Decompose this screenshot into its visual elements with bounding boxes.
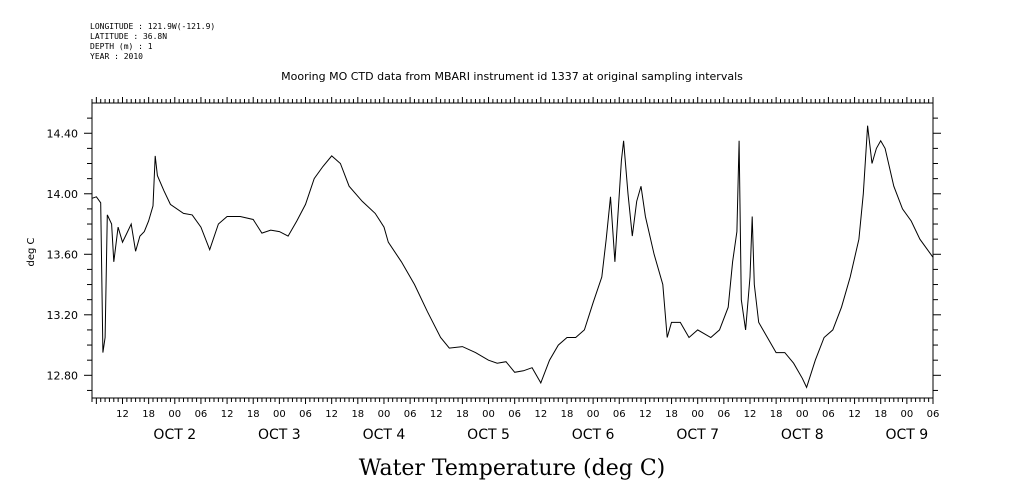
x-hour-label: 12: [325, 409, 338, 420]
x-hour-label: 06: [195, 409, 208, 420]
x-hour-label: 18: [247, 409, 260, 420]
x-date-label: OCT 2: [153, 427, 196, 443]
x-axis-label: Water Temperature (deg C): [359, 456, 666, 481]
x-hour-label: 18: [874, 409, 887, 420]
x-hour-label: 00: [900, 409, 913, 420]
chart-title: Mooring MO CTD data from MBARI instrumen…: [281, 70, 743, 83]
x-hour-label: 12: [430, 409, 443, 420]
x-hour-label: 12: [639, 409, 652, 420]
x-hour-label: 12: [848, 409, 861, 420]
x-hour-label: 18: [770, 409, 783, 420]
y-axis-tick-labels: 14.40 14.00 13.60 13.20 12.80: [47, 117, 941, 391]
x-date-label: OCT 6: [572, 427, 615, 443]
x-hour-label: 00: [796, 409, 809, 420]
x-date-label: OCT 8: [781, 427, 824, 443]
x-axis-date-labels: OCT 2 OCT 3 OCT 4 OCT 5 OCT 6 OCT 7 OCT 8 OCT 9: [153, 427, 928, 443]
y-tick-label: 14.00: [47, 188, 79, 201]
axis-ticks: [91, 97, 934, 404]
longitude-label: LONGITUDE : 121.9W(-121.9): [90, 22, 216, 31]
y-tick-label: 12.80: [47, 369, 79, 382]
x-date-label: OCT 7: [676, 427, 719, 443]
x-hour-label: 00: [482, 409, 495, 420]
x-date-label: OCT 9: [885, 427, 928, 443]
x-hour-label: 06: [404, 409, 417, 420]
metadata-block: LONGITUDE : 121.9W(-121.9) LATITUDE : 36…: [90, 22, 215, 62]
x-hour-label: 06: [508, 409, 521, 420]
y-axis-label: deg C: [26, 237, 37, 266]
x-hour-label: 18: [561, 409, 574, 420]
x-date-label: OCT 5: [467, 427, 510, 443]
x-hour-label: 00: [273, 409, 286, 420]
x-hour-label: 12: [221, 409, 234, 420]
y-tick-label: 13.20: [47, 309, 79, 322]
x-hour-label: 00: [378, 409, 391, 420]
x-date-label: OCT 3: [258, 427, 301, 443]
x-hour-label: 06: [613, 409, 626, 420]
x-hour-label: 18: [142, 409, 155, 420]
y-tick-label: 14.40: [47, 127, 79, 140]
y-tick-label: 13.60: [47, 248, 79, 261]
plot-frame: [91, 102, 934, 399]
series-line-water-temperature: [91, 125, 934, 389]
x-hour-label: 06: [299, 409, 312, 420]
x-hour-label: 06: [717, 409, 730, 420]
x-hour-label: 18: [456, 409, 469, 420]
x-hour-label: 06: [822, 409, 835, 420]
x-hour-label: 00: [587, 409, 600, 420]
x-hour-label: 12: [116, 409, 129, 420]
x-hour-label: 06: [927, 409, 940, 420]
x-hour-label: 12: [534, 409, 547, 420]
year-label: YEAR : 2010: [90, 52, 143, 61]
x-date-label: OCT 4: [363, 427, 406, 443]
x-hour-label: 00: [691, 409, 704, 420]
x-hour-label: 00: [168, 409, 181, 420]
latitude-label: LATITUDE : 36.8N: [90, 32, 168, 41]
depth-label: DEPTH (m) : 1: [90, 42, 153, 51]
x-hour-label: 18: [665, 409, 678, 420]
x-axis-hour-labels: 12 18 00 06 12 18 00 06 12 18 00 06 12 18 00 06 12 18 00 06…: [116, 409, 939, 420]
x-hour-label: 12: [744, 409, 757, 420]
x-hour-label: 18: [351, 409, 364, 420]
